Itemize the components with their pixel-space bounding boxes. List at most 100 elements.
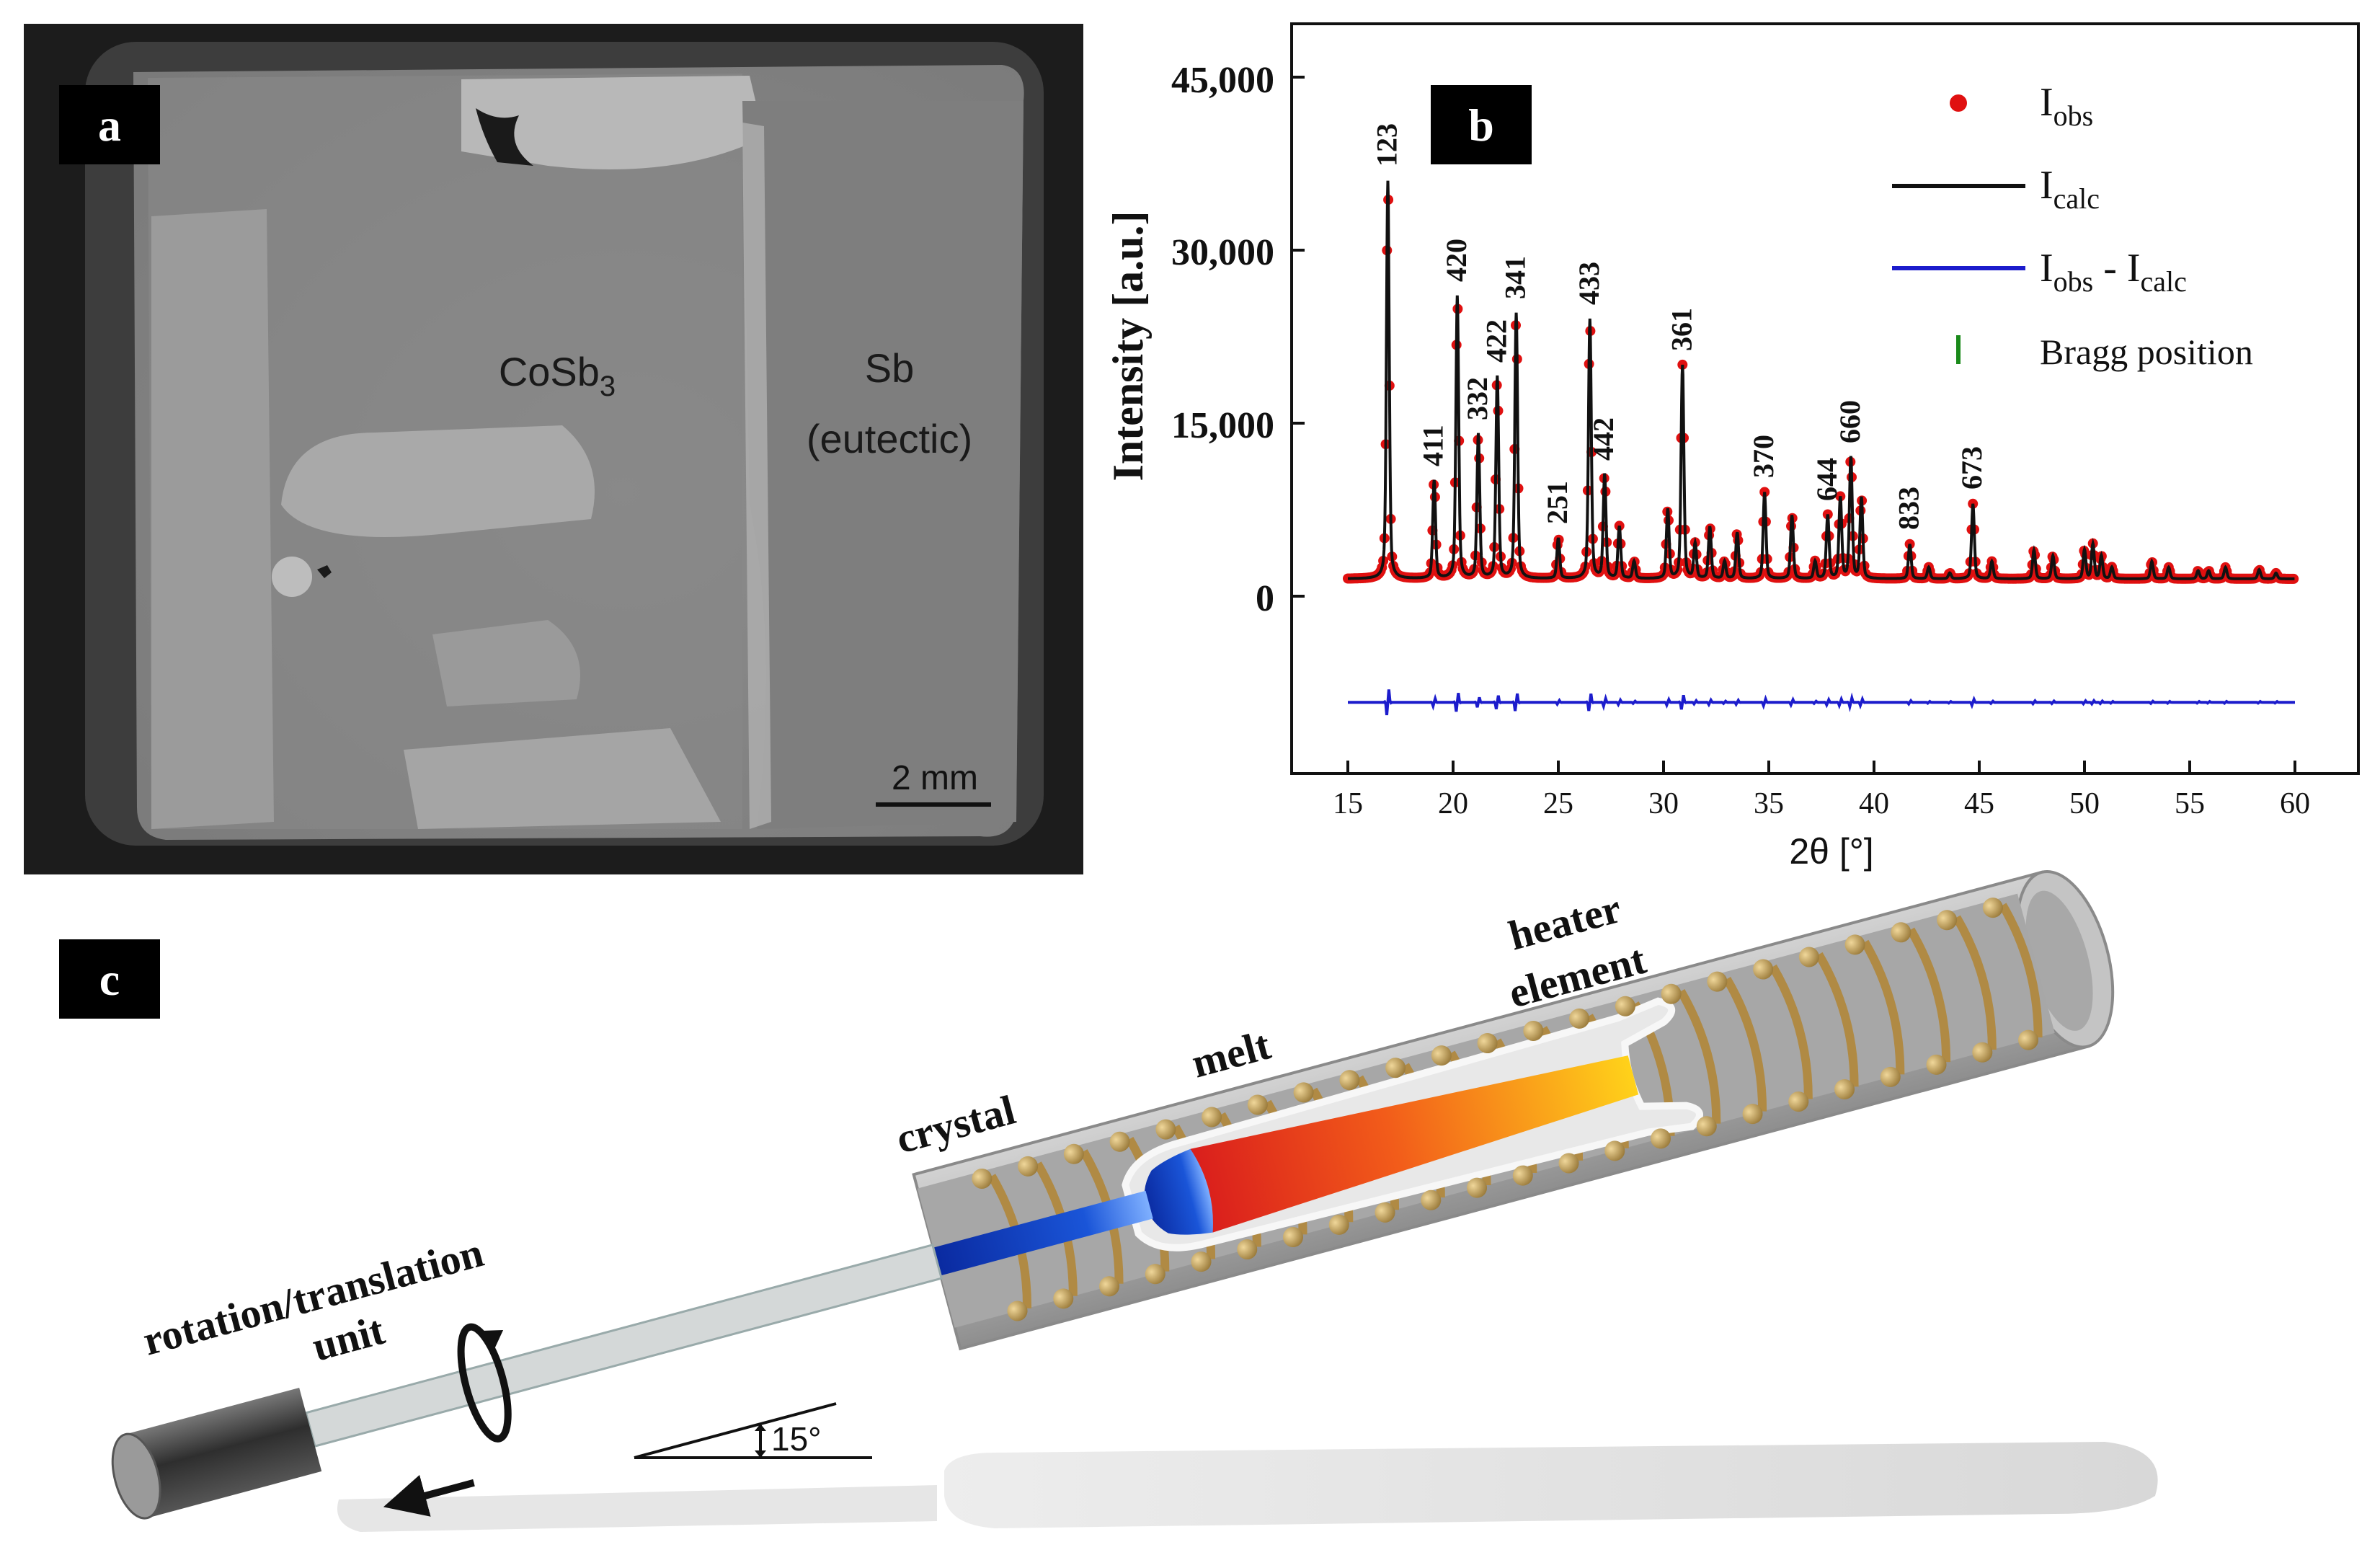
coil-turn (1798, 947, 1819, 967)
legend-obs-base: I (2040, 80, 2053, 125)
coil-turn (1109, 1131, 1130, 1152)
coil-turn (1237, 1239, 1258, 1260)
panel-c-growth-setup: c (59, 869, 2158, 1532)
coil-loop (1815, 952, 1859, 1087)
phase-label-cosb3-base: CoSb (499, 349, 600, 394)
x-tick-label: 30 (1648, 787, 1679, 820)
panel-b-label-box (1431, 85, 1532, 164)
coil-turn (1523, 1020, 1544, 1041)
coil-turn (1891, 922, 1911, 943)
void (317, 565, 332, 578)
coil-turn (1477, 1033, 1498, 1054)
x-tick-label: 25 (1543, 787, 1573, 820)
x-tick-label: 50 (2069, 787, 2100, 820)
unit-face (111, 1432, 161, 1520)
coil-turn (1431, 1045, 1452, 1066)
grain (461, 76, 764, 169)
coil-turn (1569, 1008, 1590, 1029)
y-tick-label: 0 (1256, 578, 1274, 619)
coil-turn (1696, 1116, 1717, 1137)
peak-label-251: 251 (1541, 481, 1573, 524)
coil-turn (1247, 1094, 1268, 1115)
legend-diff-mid: - (2093, 246, 2127, 291)
phase-label-cosb3-sub: 3 (600, 371, 616, 402)
x-tick-label: 45 (1964, 787, 1994, 820)
legend-diff-sub2: calc (2141, 265, 2187, 298)
coil-turn (1191, 1251, 1212, 1272)
coil-loop (1677, 989, 1721, 1124)
legend-bragg-label: Bragg position (2040, 332, 2253, 372)
coil-turn (1844, 934, 1865, 955)
x-tick-label: 20 (1438, 787, 1468, 820)
coil-turn (1202, 1107, 1222, 1128)
eutectic-region (742, 101, 1024, 829)
rotation-arrow (457, 1323, 512, 1443)
coil-turn (1615, 996, 1635, 1016)
melt-label: melt (1187, 1021, 1276, 1086)
coil-turn (1604, 1140, 1625, 1161)
y-tick-label: 15,000 (1171, 405, 1274, 446)
rotation-arrow-head (478, 1330, 504, 1351)
panel-b-xrd-chart: 123 411 420 332 422 341 251 433 442 361 370 644 660 8… (1104, 22, 2360, 872)
rotation-translation-unit (125, 1387, 322, 1518)
coil-turn (1742, 1104, 1763, 1125)
coil-loop (1769, 964, 1813, 1099)
inclusion (272, 557, 312, 597)
peak-label-341: 341 (1499, 256, 1532, 299)
legend-diff-label: Iobs - Icalc (2040, 246, 2187, 298)
peak-label-442: 442 (1587, 417, 1620, 461)
grain (404, 728, 721, 829)
coil-loop (1723, 976, 1767, 1112)
panel-c-label-box (59, 939, 160, 1019)
y-tick-label: 30,000 (1171, 232, 1274, 273)
legend-diff-base1: I (2040, 246, 2053, 291)
heater-coil-front (972, 898, 2039, 1321)
peak-label-422: 422 (1480, 319, 1512, 363)
legend: Iobs Icalc Iobs - Icalc Bragg position (1892, 80, 2253, 372)
coil-loop (1860, 939, 1905, 1075)
plot-frame (1290, 22, 2360, 775)
coil-turn (1661, 983, 1682, 1004)
coil-turn (1926, 1054, 1947, 1075)
x-tick-label: 60 (2280, 787, 2310, 820)
angle-incline (634, 1402, 837, 1459)
coil-loop (1906, 927, 1951, 1063)
coil-turn (1707, 971, 1728, 992)
legend-obs-label: Iobs (2040, 80, 2093, 132)
phase-label-cosb3: CoSb3 (499, 349, 616, 402)
grain (281, 425, 595, 537)
peak-label-673: 673 (1955, 446, 1988, 489)
coil-turn (1753, 959, 1774, 980)
x-tick-labels: 15 20 25 30 35 40 45 50 55 60 (1333, 787, 2310, 820)
peak-label-332: 332 (1461, 377, 1493, 420)
coil-turn (1053, 1288, 1074, 1309)
legend-calc-label: Icalc (2040, 163, 2100, 215)
chart-layer: 123 411 420 332 422 341 251 433 442 361 370 644 660 8… (1292, 76, 2299, 774)
panel-a-label: a (98, 99, 121, 151)
coil-turn (1145, 1264, 1165, 1285)
angle-marker-heads (755, 1424, 766, 1458)
coil-turn (1651, 1128, 1671, 1149)
coil-turn (1467, 1177, 1488, 1198)
peak-label-123: 123 (1371, 123, 1403, 167)
panel-a-label-box (59, 85, 160, 164)
coil-turn (1099, 1276, 1120, 1297)
coil-turn (1293, 1082, 1314, 1103)
peak-label-420: 420 (1440, 239, 1473, 282)
x-tick-label: 35 (1754, 787, 1784, 820)
coil-turn (1834, 1078, 1855, 1099)
y-axis-label: Intensity [a.u.] (1104, 211, 1152, 481)
panel-a-sem-image: a CoSb3 Sb (eutectic) 2 mm (24, 24, 1083, 874)
grain (432, 620, 580, 706)
coil-turn (1007, 1301, 1028, 1321)
peak-label-361: 361 (1665, 308, 1697, 351)
coil-turn (1937, 910, 1958, 931)
x-axis-label: 2θ [°] (1789, 831, 1873, 872)
legend-obs-sub: obs (2053, 99, 2094, 132)
peak-label-433: 433 (1573, 262, 1605, 305)
void (476, 108, 533, 166)
peak-label-411: 411 (1417, 425, 1449, 466)
coil-turn (1385, 1058, 1406, 1078)
crystal-zone (1144, 1148, 1213, 1235)
translation-arrow (383, 1474, 475, 1517)
